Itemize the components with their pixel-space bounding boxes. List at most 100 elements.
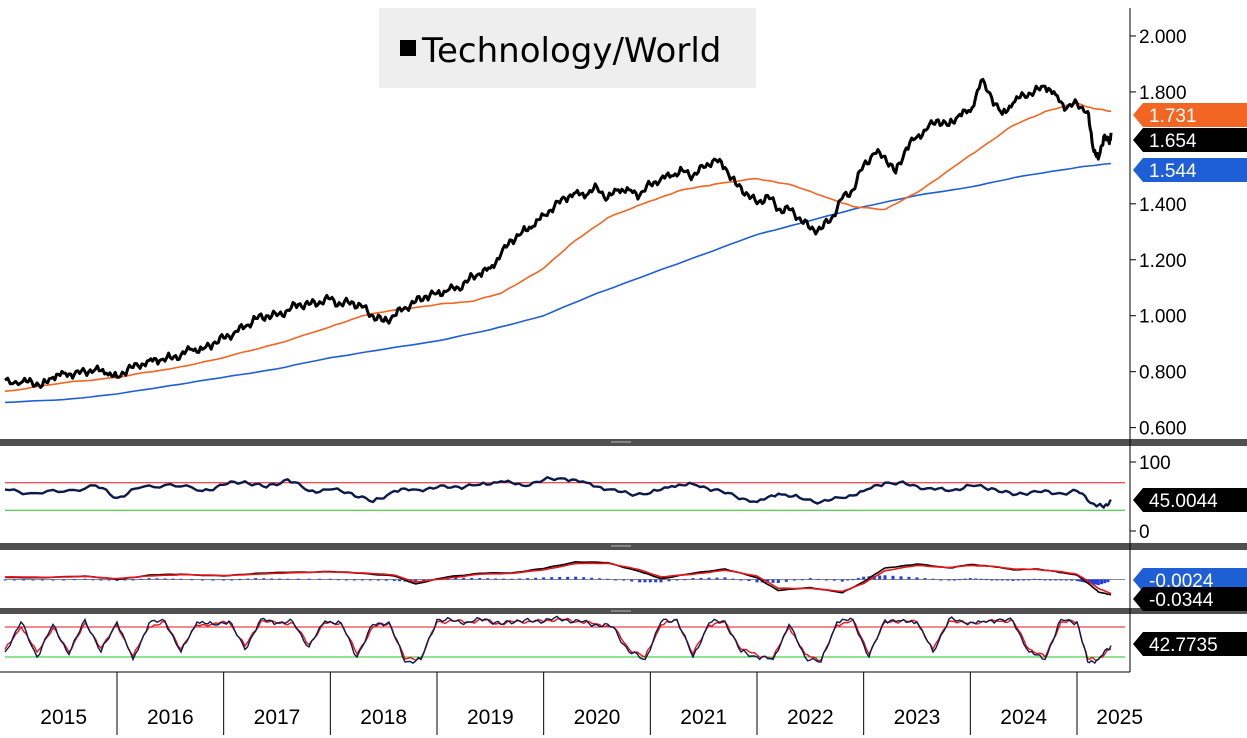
macd-histogram-bar — [654, 579, 658, 583]
macd-histogram-bar — [1094, 579, 1098, 585]
x-tick-label: 2023 — [894, 706, 941, 729]
macd-histogram-bar — [598, 578, 602, 580]
macd-histogram-bar — [246, 578, 250, 580]
x-tick-label: 2019 — [467, 706, 514, 729]
macd-histogram-bar — [344, 579, 348, 581]
macd-histogram-bar — [590, 577, 594, 580]
macd-histogram-bar — [907, 576, 911, 580]
x-tick-label: 2022 — [787, 706, 834, 729]
macd-histogram-bar — [824, 579, 828, 581]
macd-histogram-bar — [840, 579, 844, 582]
main-tag-label: 1.654 — [1149, 131, 1197, 152]
macd-histogram-bar — [190, 579, 194, 581]
macd-histogram-bar — [862, 576, 866, 580]
macd-histogram-bar — [1006, 579, 1010, 581]
macd-histogram-bar — [915, 577, 919, 580]
macd-histogram-bar — [755, 579, 759, 583]
x-axis: 2015 2016 2017 2018 2019 2020 2021 2022 2023 2024… — [40, 672, 1143, 735]
panel-rsi: 100 0 — [4, 453, 1171, 543]
macd-histogram-bar — [1088, 579, 1092, 584]
macd-histogram-bar — [968, 578, 972, 580]
macd-histogram-bar — [360, 579, 364, 581]
main-y-tick-label: 0.800 — [1139, 363, 1187, 384]
macd-histogram-bar — [392, 579, 396, 581]
macd-histogram-bar — [171, 578, 175, 580]
main-y-tick-label: 1.000 — [1139, 307, 1187, 328]
macd-histogram-bar — [1103, 579, 1107, 584]
macd-histogram-bar — [376, 579, 380, 581]
macd-histogram-bar — [947, 579, 951, 581]
macd-histogram-bar — [1054, 579, 1058, 581]
macd-histogram-bar — [502, 578, 506, 580]
x-tick-label: 2018 — [360, 706, 407, 729]
macd-histogram-bar — [31, 579, 35, 581]
macd-histogram-bar — [984, 579, 988, 581]
macd-histogram-bar — [414, 579, 418, 583]
macd-histogram-bar — [123, 579, 127, 581]
macd-histogram-bar — [40, 579, 44, 581]
macd-signal-line — [4, 562, 1112, 595]
main-y-tick-label: 0.600 — [1139, 419, 1187, 440]
macd-histogram-bar — [318, 578, 322, 580]
panel-stochastic — [4, 615, 1125, 664]
macd-histogram-bar — [883, 575, 887, 580]
macd-histogram-bar — [72, 579, 76, 581]
macd-histogram-bar — [939, 579, 943, 581]
macd-histogram-bar — [278, 578, 282, 580]
macd-histogram-bar — [963, 578, 967, 580]
macd-histogram-bar — [731, 578, 735, 580]
macd-histogram-bar — [784, 579, 788, 582]
macd-histogram-bar — [1011, 579, 1015, 581]
main-y-tick-label: 1.400 — [1139, 195, 1187, 216]
macd-histogram-bar — [931, 578, 935, 580]
main-series-1-line — [4, 102, 1112, 392]
macd-histogram-bar — [630, 579, 634, 582]
macd-histogram-bar — [1048, 579, 1052, 581]
panel-main: Technology/World 0.600 0.800 1.000 1.200 1.4… — [4, 8, 1187, 440]
macd-histogram-bar — [107, 579, 111, 581]
main-series-2-line — [4, 162, 1112, 404]
legend-label: Technology/World — [421, 31, 721, 71]
macd-histogram-bar — [462, 577, 466, 580]
rsi-tag — [1133, 487, 1247, 512]
macd-histogram-bar — [542, 577, 546, 580]
macd-histogram-bar — [974, 578, 978, 580]
macd-histogram-bar — [3, 579, 7, 581]
main-tag-label: 1.544 — [1149, 161, 1197, 182]
macd-tag-label: -0.0024 — [1149, 571, 1214, 592]
macd-histogram-bar — [1106, 579, 1110, 583]
macd-histogram-bar — [691, 578, 695, 580]
macd-histogram-bar — [638, 579, 642, 583]
macd-histogram-bar — [200, 579, 204, 581]
macd-histogram-bar — [808, 578, 812, 580]
macd-histogram-bar — [12, 579, 16, 581]
macd-histogram-bar — [22, 579, 26, 581]
macd-histogram-bar — [792, 579, 796, 581]
macd-histogram-bar — [899, 576, 903, 580]
macd-histogram-bar — [614, 579, 618, 581]
macd-histogram-bar — [486, 578, 490, 580]
main-tag — [1133, 103, 1247, 127]
macd-histogram-bar — [1016, 579, 1020, 581]
stoch-tag-label: 42.7735 — [1149, 635, 1218, 656]
stoch-tag — [1133, 632, 1247, 656]
macd-histogram-bar — [990, 579, 994, 581]
stoch-k-line — [4, 615, 1112, 664]
macd-histogram-bar — [336, 579, 340, 581]
macd-histogram-bar — [352, 579, 356, 581]
macd-histogram-bar — [384, 579, 388, 581]
macd-histogram-bar — [238, 579, 242, 581]
macd-histogram-bar — [518, 578, 522, 580]
rsi-tag-label: 45.0044 — [1149, 491, 1218, 512]
macd-histogram-bar — [422, 579, 426, 582]
macd-histogram-bar — [131, 579, 135, 581]
macd-histogram-bar — [230, 579, 234, 581]
rsi-line — [4, 476, 1112, 509]
macd-histogram-bar — [683, 579, 687, 581]
macd-histogram-bar — [643, 579, 647, 583]
macd-histogram-bar — [270, 578, 274, 580]
macd-histogram-bar — [699, 577, 703, 580]
macd-histogram-bar — [923, 578, 927, 580]
macd-histogram-bar — [163, 578, 167, 580]
macd-histogram-bar — [1064, 579, 1068, 581]
